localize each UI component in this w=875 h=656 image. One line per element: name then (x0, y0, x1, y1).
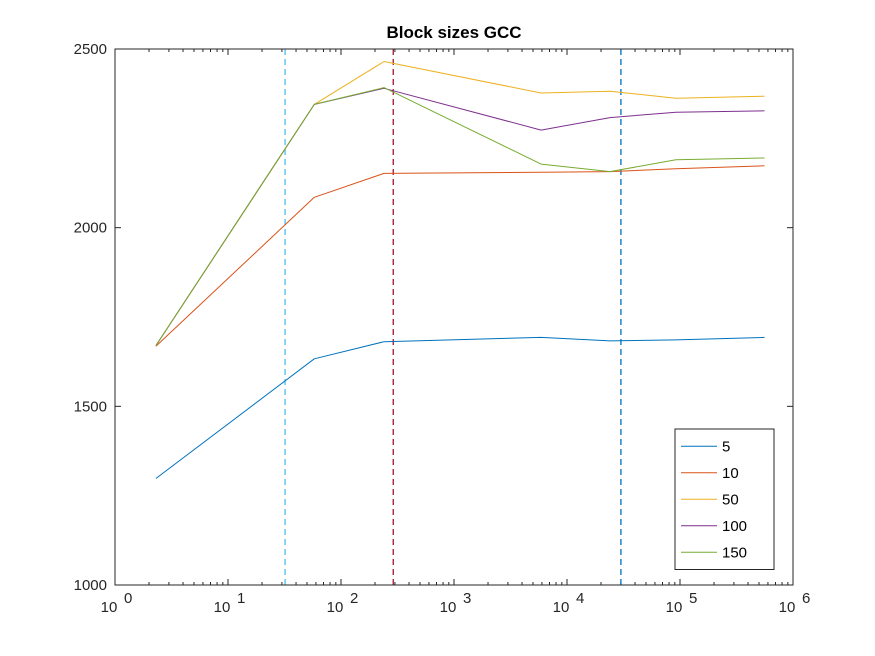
x-tick-label: 10 (101, 599, 118, 616)
series-line-5 (155, 336, 765, 479)
y-tick-label: 2000 (74, 220, 107, 237)
series-line-150 (155, 87, 765, 346)
legend-label: 5 (722, 438, 730, 455)
x-tick-label: 10 (440, 599, 457, 616)
x-tick-label: 10 (553, 599, 570, 616)
y-tick-label: 1500 (74, 398, 107, 415)
legend: 5 10 50 100 150 (674, 428, 775, 570)
y-axis: 1000 1500 2000 2500 (74, 41, 793, 594)
legend-label: 100 (722, 518, 747, 535)
series-lines (155, 61, 765, 479)
chart-title: Block sizes GCC (386, 23, 521, 42)
x-tick-exponent: 0 (124, 590, 132, 607)
y-tick-label: 2500 (74, 41, 107, 58)
x-tick-exponent: 5 (689, 590, 697, 607)
legend-label: 150 (722, 544, 747, 561)
legend-label: 10 (722, 465, 739, 482)
x-tick-label: 10 (666, 599, 683, 616)
x-tick-exponent: 2 (350, 590, 358, 607)
x-tick-label: 10 (779, 599, 796, 616)
y-tick-label: 1000 (74, 577, 107, 594)
x-tick-exponent: 4 (576, 590, 584, 607)
legend-label: 50 (722, 491, 739, 508)
x-tick-exponent: 1 (237, 590, 245, 607)
series-line-10 (155, 165, 765, 347)
x-tick-exponent: 3 (463, 590, 471, 607)
x-tick-exponent: 6 (802, 590, 810, 607)
x-tick-label: 10 (214, 599, 231, 616)
x-tick-label: 10 (327, 599, 344, 616)
